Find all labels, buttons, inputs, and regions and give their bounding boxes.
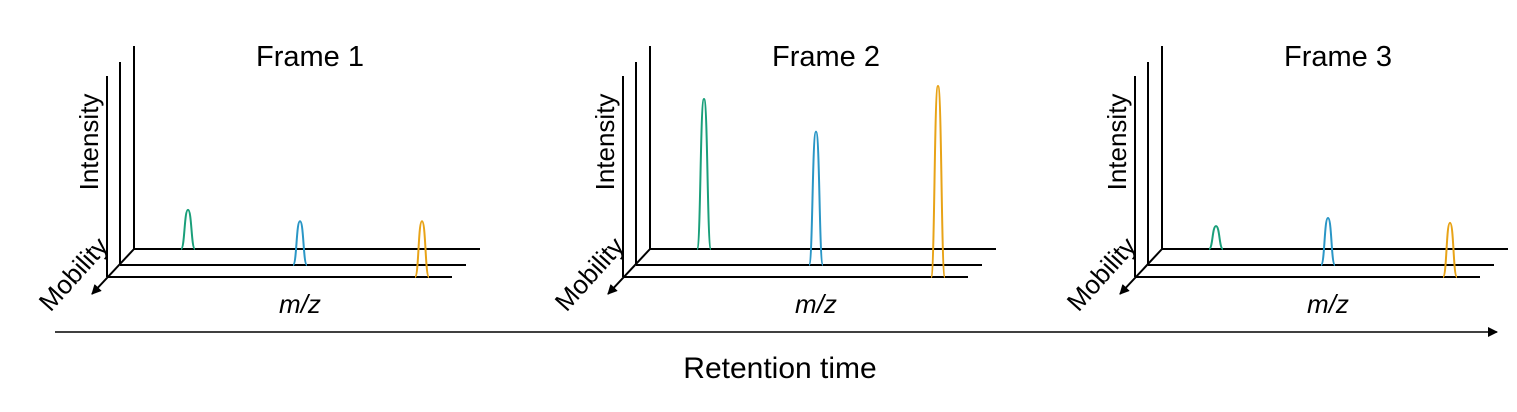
frame-1: Frame 1 Intensity Mobility m/z [33,41,480,319]
mobility-axis-arrow [607,248,651,295]
peak-1 [696,98,712,250]
intensity-axis-label: Intensity [74,94,104,191]
frame-title: Frame 2 [772,41,880,73]
peak-2 [808,130,824,266]
mobility-axis-label: Mobility [1061,231,1142,317]
mobility-axis-arrow [91,248,135,295]
peak-2 [292,220,308,266]
peak-3 [930,84,946,278]
frame-3: Frame 3 Intensity Mobility m/z [1061,41,1508,319]
peak-3 [1442,221,1458,278]
frames-layer: Frame 1 Intensity Mobility m/z Frame 2 Intens… [33,41,1508,319]
mobility-axis-label: Mobility [549,231,630,317]
mz-axis-label: m/z [279,289,321,319]
peak-1 [1208,225,1224,250]
mobility-axis-arrow [1119,248,1163,295]
frame-title: Frame 3 [1284,41,1392,73]
retention-time-label: Retention time [683,352,876,385]
frame-2: Frame 2 Intensity Mobility m/z [549,41,996,319]
peak-1 [180,208,196,250]
intensity-axis-label: Intensity [590,94,620,191]
mz-axis-label: m/z [1307,289,1349,319]
mz-axis-label: m/z [795,289,837,319]
peak-2 [1320,217,1336,266]
mobility-axis-label: Mobility [33,231,114,317]
intensity-axis-label: Intensity [1102,94,1132,191]
frame-title: Frame 1 [256,41,364,73]
peak-3 [414,220,430,278]
